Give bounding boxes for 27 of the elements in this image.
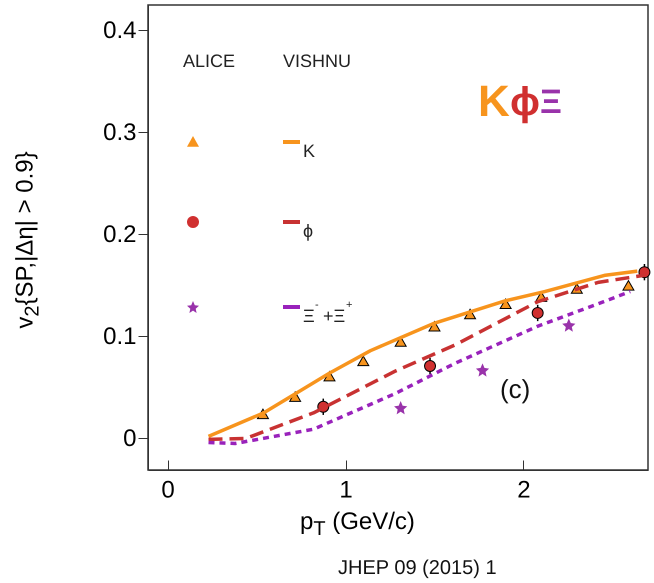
y-tick-label: 0 bbox=[123, 424, 136, 452]
annotation: ϕ bbox=[510, 80, 540, 124]
text: JHEP 09 (2015) 1 bbox=[338, 557, 497, 579]
point bbox=[424, 360, 436, 372]
y-tick-label: 0.4 bbox=[103, 16, 136, 44]
x-tick-label: 1 bbox=[339, 476, 353, 504]
x-tick-label: 2 bbox=[517, 476, 531, 504]
y-tick-label: 0.1 bbox=[103, 322, 136, 350]
annotation: VISHNU bbox=[283, 51, 352, 71]
x-tick-label: 0 bbox=[161, 476, 175, 504]
x-axis-title: p$_{T}$ (GeV/c) bbox=[300, 508, 415, 541]
annotation: ALICE bbox=[183, 51, 236, 71]
legend-label: ϕ bbox=[303, 221, 314, 241]
point bbox=[532, 306, 544, 319]
annotation: (c) bbox=[500, 374, 530, 404]
point bbox=[357, 356, 370, 366]
legend-label: K bbox=[303, 141, 316, 161]
y-tick-label: 0.3 bbox=[103, 118, 136, 146]
legend-label: Ξ-+Ξ+ bbox=[303, 299, 352, 326]
point bbox=[394, 402, 407, 414]
point bbox=[622, 280, 634, 291]
point bbox=[562, 319, 575, 332]
point bbox=[394, 336, 407, 347]
y-tick-label: 0.2 bbox=[103, 220, 136, 248]
point bbox=[476, 364, 488, 376]
annotation: Ξ bbox=[540, 83, 562, 121]
annotation: K bbox=[478, 77, 510, 126]
